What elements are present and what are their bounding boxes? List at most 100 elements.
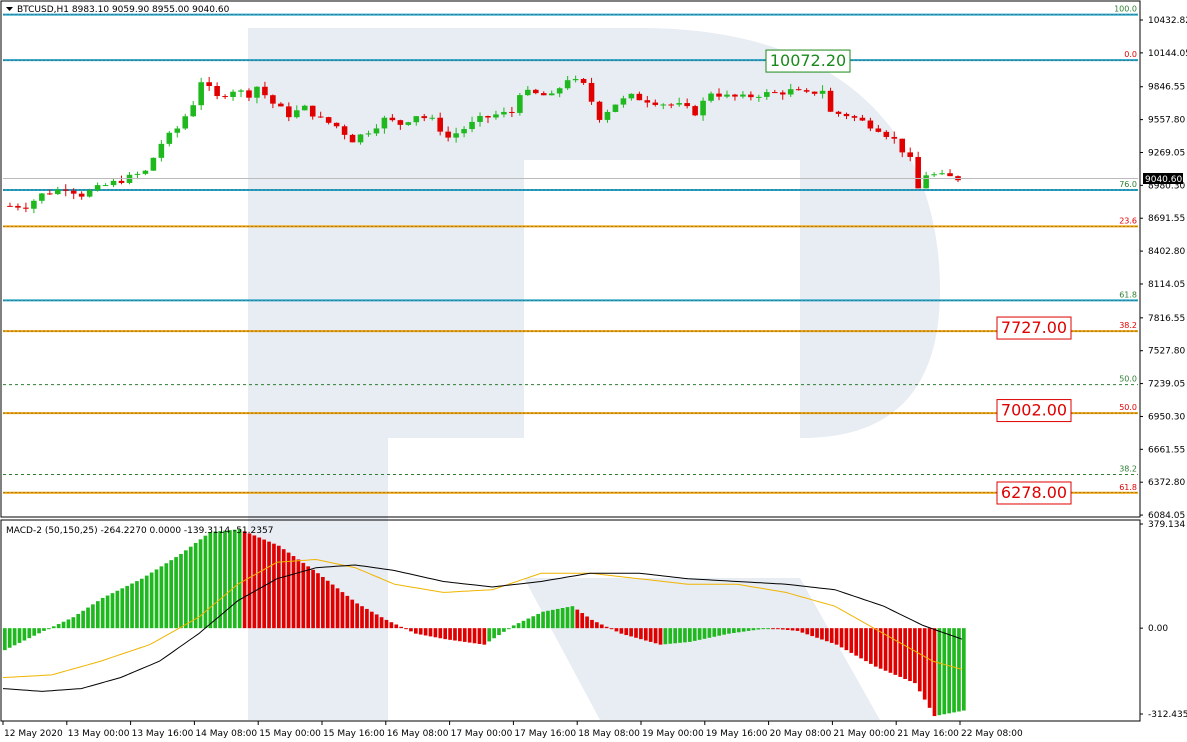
- candle-body: [644, 100, 651, 103]
- macd-histogram-bar: [883, 628, 888, 671]
- candle-body: [357, 134, 364, 143]
- fib-level-label: 0.0: [1124, 50, 1137, 59]
- candle-body: [317, 116, 324, 118]
- macd-histogram-bar: [697, 628, 702, 640]
- macd-histogram-bar: [237, 529, 242, 629]
- macd-histogram-bar: [384, 619, 389, 629]
- candle-body: [230, 91, 236, 97]
- macd-histogram-bar: [878, 628, 883, 669]
- macd-histogram-bar: [100, 597, 105, 629]
- candle-body: [748, 94, 754, 98]
- x-tick-label: 16 May 08:00: [387, 729, 449, 739]
- macd-histogram-bar: [785, 628, 790, 630]
- macd-histogram-bar: [869, 628, 873, 664]
- y-tick-label: 7239.05: [1148, 380, 1185, 390]
- macd-histogram-bar: [125, 585, 129, 629]
- macd-histogram-bar: [790, 628, 795, 631]
- macd-histogram-bar: [658, 628, 663, 645]
- candle-body: [756, 96, 762, 98]
- macd-histogram-bar: [76, 613, 81, 629]
- macd-histogram-bar: [443, 628, 448, 640]
- price-callout-box: [996, 316, 1072, 340]
- macd-histogram-bar: [306, 566, 311, 629]
- macd-histogram-bar: [898, 628, 903, 677]
- x-tick-label: 21 May 00:00: [833, 729, 895, 739]
- macd-histogram-bar: [232, 529, 237, 629]
- fib-level-label: 50.0: [1119, 375, 1137, 384]
- candle-body: [7, 205, 13, 207]
- macd-histogram-bar: [913, 628, 917, 684]
- macd-histogram-bar: [51, 626, 56, 629]
- macd-histogram-bar: [526, 618, 531, 629]
- y-tick-label: 7816.55: [1148, 314, 1185, 324]
- macd-histogram-bar: [330, 584, 335, 629]
- candle-body: [899, 138, 906, 153]
- macd-histogram-bar: [531, 616, 536, 629]
- candle-body: [771, 92, 778, 94]
- macd-histogram-bar: [551, 609, 555, 629]
- macd-histogram-bar: [453, 628, 457, 641]
- macd-histogram-bar: [942, 628, 947, 715]
- macd-histogram-bar: [3, 628, 7, 651]
- y-tick-label: 6950.30: [1148, 412, 1185, 422]
- fib-level-label: 61.8: [1119, 483, 1137, 492]
- macd-histogram-bar: [825, 628, 829, 642]
- macd-histogram-bar: [780, 628, 785, 630]
- candle-body: [604, 111, 611, 120]
- candle-body: [238, 90, 244, 92]
- candle-body: [612, 104, 619, 112]
- candle-body: [421, 116, 428, 119]
- macd-histogram-bar: [590, 619, 594, 629]
- fib-level-label: 76.0: [1119, 180, 1137, 189]
- y-tick-label: 8691.55: [1148, 214, 1185, 224]
- x-tick-label: 13 May 00:00: [68, 729, 130, 739]
- macd-histogram-bar: [355, 603, 359, 629]
- macd-histogram-bar: [624, 628, 629, 636]
- macd-histogram-bar: [277, 545, 281, 629]
- candle-body: [461, 129, 467, 134]
- macd-histogram-bar: [541, 611, 545, 629]
- macd-histogram-bar: [477, 628, 482, 644]
- macd-histogram-bar: [257, 537, 262, 629]
- y-tick-label: 7527.80: [1148, 347, 1185, 357]
- macd-histogram-bar: [418, 628, 423, 635]
- macd-histogram-bar: [688, 628, 692, 642]
- macd-histogram-bar: [311, 569, 315, 629]
- macd-histogram-bar: [428, 628, 433, 637]
- dropdown-triangle-icon[interactable]: [6, 7, 13, 11]
- macd-histogram-bar: [399, 626, 403, 629]
- macd-histogram-bar: [908, 628, 912, 682]
- macd-histogram-bar: [433, 628, 438, 638]
- macd-histogram-bar: [321, 576, 325, 629]
- macd-histogram-bar: [580, 613, 585, 629]
- macd-histogram-bar: [81, 610, 85, 629]
- y-tick-label: 6372.80: [1148, 478, 1185, 488]
- candle-body: [301, 105, 308, 111]
- candle-body: [198, 82, 204, 106]
- macd-histogram-bar: [922, 628, 927, 700]
- candle-body: [740, 94, 746, 97]
- candle-body: [182, 116, 189, 129]
- candle-body: [779, 92, 786, 95]
- macd-histogram-bar: [448, 628, 452, 640]
- macd-histogram-bar: [47, 628, 51, 630]
- y-tick-label: 9846.55: [1148, 83, 1185, 93]
- price-callout-label: 7727.00: [1001, 318, 1067, 337]
- candle-body: [134, 173, 141, 175]
- x-tick-label: 18 May 08:00: [578, 729, 640, 739]
- macd-histogram-bar: [516, 623, 521, 629]
- x-tick-label: 19 May 16:00: [706, 729, 768, 739]
- macd-histogram-bar: [184, 550, 188, 629]
- macd-histogram-bar: [345, 595, 350, 629]
- macd-histogram-bar: [829, 628, 834, 643]
- macd-histogram-bar: [776, 628, 780, 630]
- x-axis: 12 May 2020 13 May 00:00 13 May 16:00 14 Ma…: [2, 721, 1023, 739]
- candle-body: [54, 189, 61, 195]
- macd-histogram-bar: [228, 530, 232, 629]
- candle-body: [859, 117, 866, 121]
- macd-histogram-bar: [169, 560, 174, 629]
- macd-histogram-bar: [164, 563, 169, 629]
- macd-histogram-bar: [379, 617, 384, 629]
- candle-body: [469, 121, 475, 130]
